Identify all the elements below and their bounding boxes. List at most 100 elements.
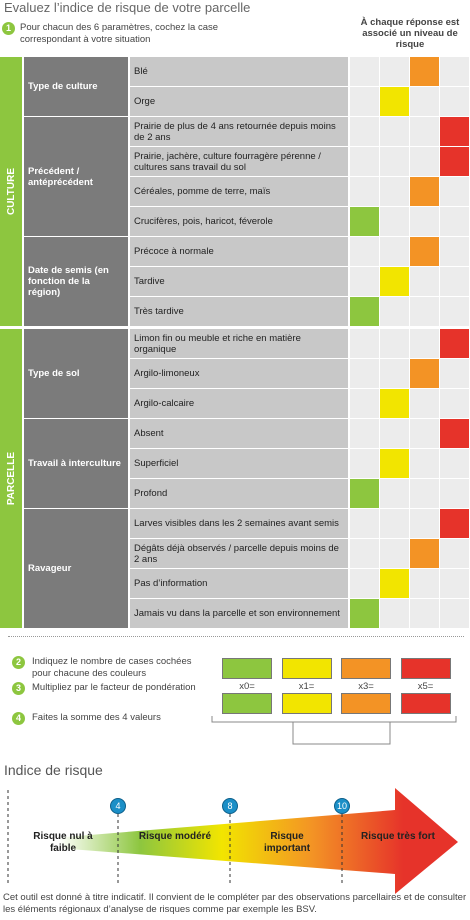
risk-cell [380, 177, 409, 206]
risk-cell [410, 147, 439, 176]
risk-cell-checked [350, 297, 379, 326]
risk-cell [440, 297, 469, 326]
step-text: Indiquez le nombre de cases cochées pour… [32, 656, 192, 679]
count-box [222, 658, 272, 679]
risk-cell [350, 57, 379, 86]
risk-cell [380, 117, 409, 146]
risk-level: Risque très fort [361, 831, 435, 842]
result-box [341, 693, 391, 714]
section-band: PARCELLE [0, 329, 22, 628]
step-badge: 2 [12, 656, 25, 669]
risk-cell [440, 449, 469, 478]
risk-cell [410, 329, 439, 358]
count-box [341, 658, 391, 679]
title: Evaluez l’indice de risque de votre parc… [4, 0, 251, 15]
footer: Cet outil est donné à titre indicatif. I… [3, 892, 467, 915]
risk-cell-checked [410, 539, 439, 568]
option-label: Pas d’information [130, 569, 348, 598]
risk-cell [380, 329, 409, 358]
risk-note: À chaque réponse est associé un niveau d… [360, 17, 460, 50]
risk-cell [440, 57, 469, 86]
risk-cell [380, 599, 409, 628]
risk-cell-checked [380, 87, 409, 116]
risk-cell [380, 237, 409, 266]
factor-label: x3= [358, 681, 374, 692]
risk-table: Blé Orge Type de culture Prairie de plus de… [0, 57, 469, 628]
risk-cell [350, 449, 379, 478]
option-label: Argilo-calcaire [130, 389, 348, 418]
risk-cell [440, 207, 469, 236]
risk-cell [440, 539, 469, 568]
risk-cell [410, 599, 439, 628]
risk-cell-checked [380, 389, 409, 418]
risk-cell [380, 509, 409, 538]
risk-cell-checked [440, 329, 469, 358]
scale-title: Indice de risque [4, 762, 103, 778]
option-label: Précoce à normale [130, 237, 348, 266]
risk-cell-checked [440, 509, 469, 538]
risk-cell [350, 329, 379, 358]
option-label: Superficiel [130, 449, 348, 478]
risk-cell [410, 509, 439, 538]
risk-cell [440, 177, 469, 206]
risk-cell [410, 419, 439, 448]
risk-level: Risque important [263, 831, 311, 854]
risk-cell-checked [410, 237, 439, 266]
parameter-label: Type de culture [24, 57, 128, 116]
risk-cell-checked [410, 177, 439, 206]
threshold-badge: 10 [334, 798, 350, 814]
risk-cell-checked [380, 569, 409, 598]
risk-cell [380, 147, 409, 176]
parameter-label: Ravageur [24, 509, 128, 628]
risk-cell [440, 359, 469, 388]
risk-cell-checked [350, 599, 379, 628]
risk-cell [410, 87, 439, 116]
risk-level: Risque nul à faible [33, 831, 93, 854]
threshold-badge: 4 [110, 798, 126, 814]
risk-cell [380, 419, 409, 448]
risk-cell [350, 177, 379, 206]
step-text: Faites la somme des 4 valeurs [32, 712, 161, 723]
risk-cell [440, 237, 469, 266]
result-box [281, 693, 332, 714]
risk-cell [440, 87, 469, 116]
instruction: Pour chacun des 6 paramètres, cochez la … [20, 22, 219, 45]
parameter-label: Travail à interculture [24, 419, 128, 508]
option-label: Prairie de plus de 4 ans retournée depui… [130, 117, 348, 146]
separator [8, 636, 464, 637]
risk-cell [350, 359, 379, 388]
result-box [222, 693, 272, 714]
option-label: Crucifères, pois, haricot, féverole [130, 207, 348, 236]
risk-cell [440, 267, 469, 296]
risk-cell [350, 237, 379, 266]
option-label: Profond [130, 479, 348, 508]
risk-cell [350, 389, 379, 418]
risk-cell [380, 479, 409, 508]
option-label: Très tardive [130, 297, 348, 326]
step-badge: 3 [12, 682, 25, 695]
risk-cell [440, 599, 469, 628]
risk-cell [410, 479, 439, 508]
risk-cell-checked [440, 147, 469, 176]
risk-cell [380, 207, 409, 236]
option-label: Orge [130, 87, 348, 116]
risk-cell-checked [350, 479, 379, 508]
risk-cell [410, 449, 439, 478]
option-label: Larves visibles dans les 2 semaines avan… [130, 509, 348, 538]
risk-cell [350, 569, 379, 598]
count-box [281, 658, 332, 679]
parameter-label: Précédent / antéprécédent [24, 117, 128, 236]
option-label: Céréales, pomme de terre, maïs [130, 177, 348, 206]
threshold-badge: 8 [222, 798, 238, 814]
risk-cell-checked [410, 359, 439, 388]
risk-level: Risque modéré [138, 831, 212, 842]
risk-cell [350, 539, 379, 568]
section-band: CULTURE [0, 57, 22, 326]
parameter-label: Type de sol [24, 329, 128, 418]
factor-label: x5= [417, 681, 434, 692]
factor-label: x1= [298, 681, 315, 692]
risk-cell [350, 147, 379, 176]
risk-cell [350, 87, 379, 116]
